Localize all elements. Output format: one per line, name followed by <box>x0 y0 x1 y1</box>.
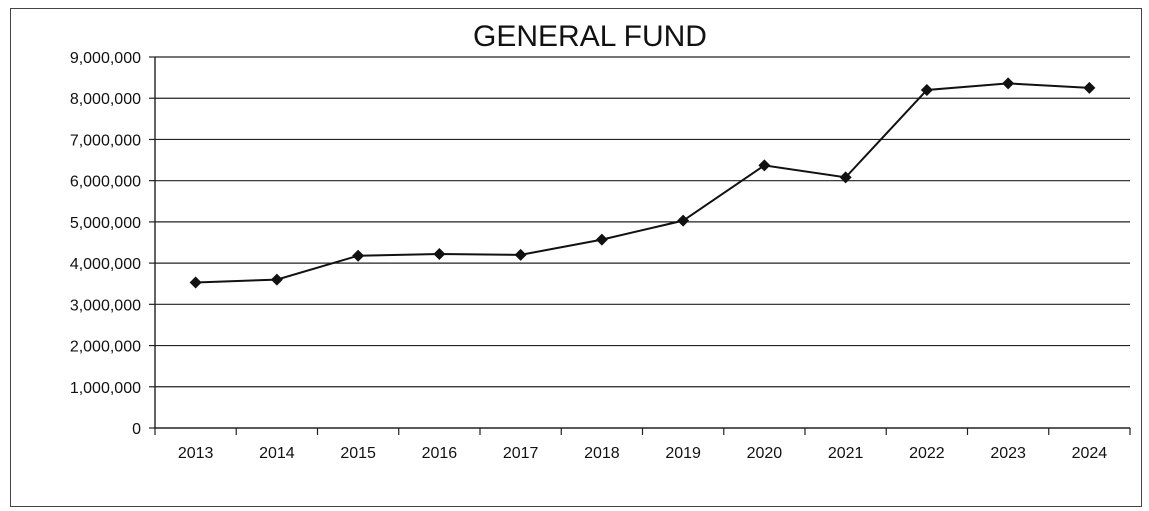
x-tick-label: 2019 <box>665 445 701 462</box>
x-tick-label: 2017 <box>503 445 539 462</box>
chart-title: GENERAL FUND <box>473 20 707 53</box>
y-tick-label: 4,000,000 <box>70 256 141 273</box>
data-point-marker <box>677 214 690 227</box>
data-point-marker <box>514 248 527 261</box>
axes <box>149 56 1131 435</box>
data-point-marker <box>595 233 608 246</box>
data-point-marker <box>839 171 852 184</box>
y-tick-label: 2,000,000 <box>70 339 141 356</box>
x-tick-label: 2023 <box>990 445 1026 462</box>
x-tick-label: 2016 <box>422 445 458 462</box>
data-point-marker <box>270 273 283 286</box>
x-tick-label: 2015 <box>340 445 376 462</box>
data-point-marker <box>352 249 365 262</box>
data-point-marker <box>1083 81 1096 94</box>
y-axis-tick-labels: 0 1,000,000 2,000,000 3,000,000 4,000,000 5,0… <box>70 50 141 438</box>
y-tick-label: 1,000,000 <box>70 380 141 397</box>
x-axis-tick-labels: 2013 2014 2015 2016 2017 2018 2019 2020 2021 2022… <box>178 445 1107 462</box>
x-tick-label: 2013 <box>178 445 214 462</box>
y-tick-label: 6,000,000 <box>70 174 141 191</box>
y-tick-label: 3,000,000 <box>70 297 141 314</box>
x-tick-label: 2014 <box>259 445 295 462</box>
data-point-marker <box>189 276 202 289</box>
gridlines <box>155 56 1130 388</box>
y-tick-label: 8,000,000 <box>70 91 141 108</box>
series-line <box>195 82 1090 284</box>
y-tick-label: 9,000,000 <box>70 50 141 67</box>
data-point-marker <box>920 83 933 96</box>
y-tick-label: 5,000,000 <box>70 215 141 232</box>
y-tick-label: 7,000,000 <box>70 132 141 149</box>
data-point-marker <box>1002 77 1015 90</box>
x-tick-label: 2020 <box>747 445 783 462</box>
chart-frame <box>10 8 1142 507</box>
x-tick-label: 2021 <box>828 445 864 462</box>
y-tick-label: 0 <box>132 421 141 438</box>
data-series <box>189 77 1096 289</box>
x-tick-label: 2018 <box>584 445 620 462</box>
data-point-marker <box>758 159 771 172</box>
data-point-marker <box>433 248 446 261</box>
x-tick-label: 2024 <box>1072 445 1108 462</box>
x-tick-label: 2022 <box>909 445 945 462</box>
